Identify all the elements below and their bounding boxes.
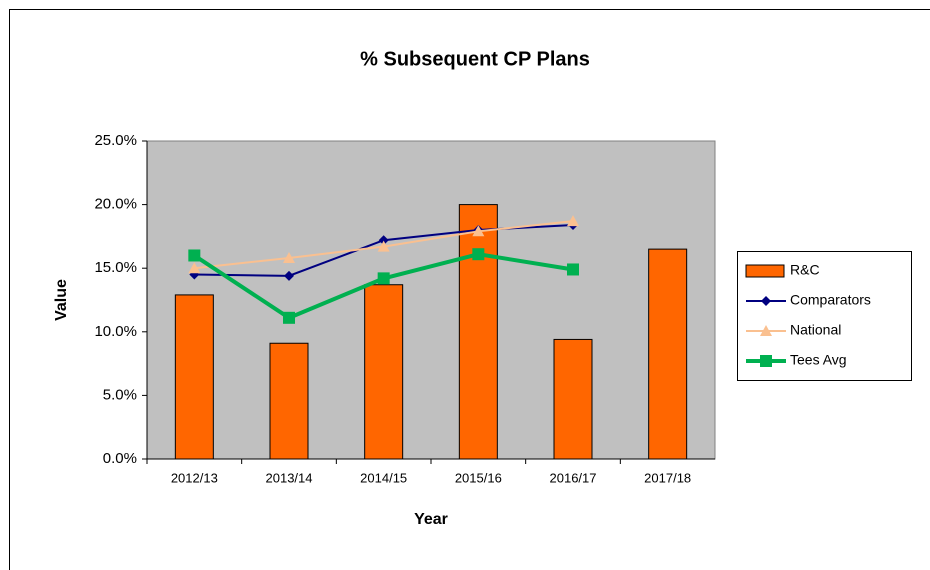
bar	[269, 342, 309, 460]
point-marker	[284, 270, 294, 281]
legend-marker	[760, 325, 772, 336]
y-tick-label: 10.0%	[94, 323, 137, 340]
y-tick-label: 25.0%	[94, 132, 137, 149]
point-marker	[188, 262, 201, 274]
x-axis-label: Year	[414, 511, 448, 528]
y-tick-label: 15.0%	[94, 259, 137, 276]
y-axis-label: Value	[53, 279, 70, 321]
plot-area	[146, 140, 716, 460]
legend-swatch	[745, 264, 785, 278]
point-marker	[567, 263, 579, 276]
legend-label: Comparators	[790, 292, 871, 308]
legend-label: R&C	[790, 262, 820, 278]
legend-marker	[761, 296, 771, 306]
point-marker	[283, 311, 295, 324]
legend-marker	[760, 355, 772, 367]
x-tick-label: 2013/14	[266, 470, 313, 485]
x-tick-label: 2012/13	[171, 470, 218, 485]
point-marker	[188, 249, 201, 262]
legend-label: National	[790, 322, 841, 338]
point-marker	[378, 235, 389, 246]
point-marker	[377, 240, 390, 252]
bar	[458, 204, 498, 460]
bar	[174, 294, 214, 460]
y-tick-label: 0.0%	[103, 450, 137, 467]
bar	[553, 338, 593, 460]
chart-title: % Subsequent CP Plans	[360, 48, 590, 70]
point-marker	[283, 252, 295, 264]
bar	[648, 248, 688, 460]
legend-label: Tees Avg	[790, 352, 847, 368]
x-tick-label: 2015/16	[455, 470, 502, 485]
bar	[364, 284, 404, 460]
point-marker	[472, 248, 485, 261]
point-marker	[377, 272, 390, 285]
x-tick-label: 2016/17	[550, 470, 597, 485]
x-tick-label: 2014/15	[360, 470, 407, 485]
point-marker	[567, 215, 579, 227]
y-tick-label: 5.0%	[103, 386, 137, 403]
point-marker	[472, 225, 485, 237]
y-tick-label: 20.0%	[94, 196, 137, 213]
x-tick-label: 2017/18	[644, 470, 691, 485]
